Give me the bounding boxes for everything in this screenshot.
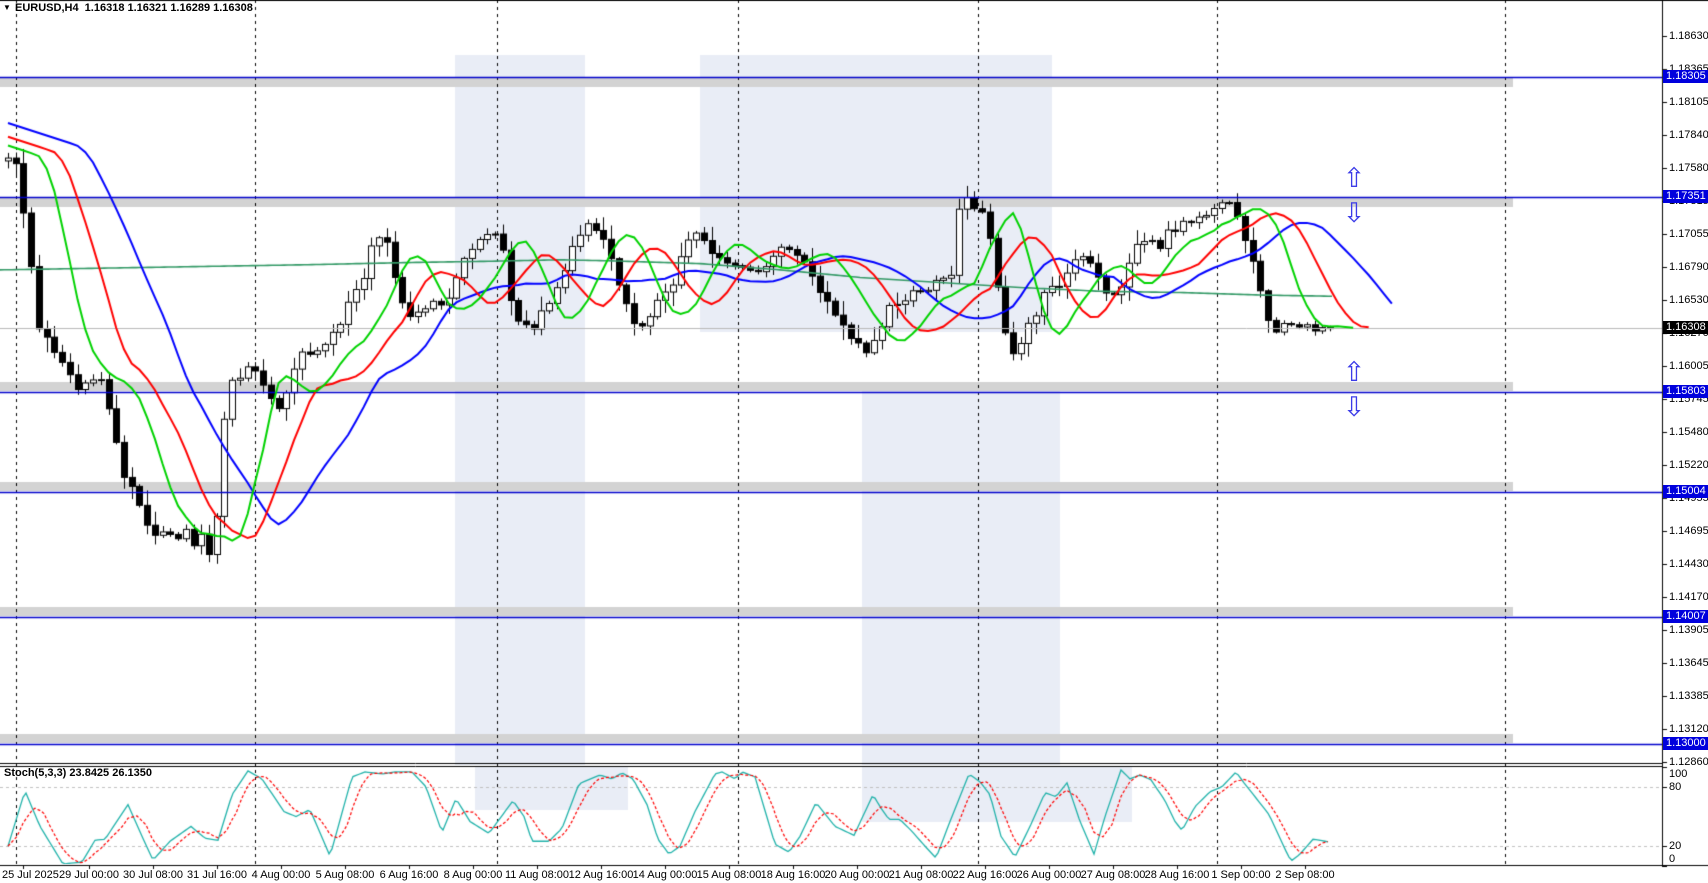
time-tick-label: 4 Aug 00:00 — [251, 869, 311, 881]
stoch-scale-label: 100 — [1669, 768, 1688, 780]
stochastic-indicator-label: Stoch(5,3,3) 23.8425 26.1350 — [4, 767, 152, 779]
price-tick-label: 1.18105 — [1669, 96, 1708, 108]
price-tick-label: 1.13905 — [1669, 624, 1708, 636]
time-tick-label: 2 Sep 08:00 — [1275, 869, 1335, 881]
stoch-scale-label: 20 — [1669, 840, 1682, 852]
time-tick-label: 28 Aug 16:00 — [1144, 869, 1210, 881]
sr-price-label: 1.14007 — [1663, 610, 1708, 623]
price-tick-label: 1.13645 — [1669, 657, 1708, 669]
stoch-scale-label: 80 — [1669, 781, 1682, 793]
time-tick-label: 11 Aug 08:00 — [504, 869, 570, 881]
price-tick-label: 1.14695 — [1669, 525, 1708, 537]
price-tick-label: 1.17580 — [1669, 162, 1708, 174]
time-tick-label: 31 Jul 16:00 — [187, 869, 247, 881]
price-tick-label: 1.14170 — [1669, 591, 1708, 603]
price-tick-label: 1.16790 — [1669, 261, 1708, 273]
symbol-dropdown-icon[interactable]: ▼ — [3, 3, 11, 12]
price-tick-label: 1.17055 — [1669, 228, 1708, 240]
price-tick-label: 1.17840 — [1669, 129, 1708, 141]
trend-arrow-up-icon[interactable]: ⇧ — [1342, 163, 1366, 194]
price-tick-label: 1.18630 — [1669, 30, 1708, 42]
price-tick-label: 1.13120 — [1669, 723, 1708, 735]
time-tick-label: 15 Aug 08:00 — [696, 869, 762, 881]
time-tick-label: 27 Aug 08:00 — [1080, 869, 1146, 881]
sr-price-label: 1.18305 — [1663, 70, 1708, 83]
price-tick-label: 1.13385 — [1669, 690, 1708, 702]
price-tick-label: 1.12860 — [1669, 756, 1708, 768]
price-tick-label: 1.15480 — [1669, 426, 1708, 438]
time-tick-label: 18 Aug 16:00 — [760, 869, 826, 881]
time-tick-label: 25 Jul 2025 — [2, 869, 59, 881]
trend-arrow-up-icon[interactable]: ⇧ — [1342, 357, 1366, 388]
time-tick-label: 20 Aug 00:00 — [824, 869, 890, 881]
chart-title-ohlc: EURUSD,H4 1.16318 1.16321 1.16289 1.1630… — [15, 2, 253, 14]
sr-price-label: 1.17351 — [1663, 190, 1708, 203]
price-tick-label: 1.14430 — [1669, 558, 1708, 570]
price-tick-label: 1.15220 — [1669, 459, 1708, 471]
time-tick-label: 1 Sep 00:00 — [1211, 869, 1271, 881]
time-tick-label: 22 Aug 16:00 — [952, 869, 1018, 881]
trend-arrow-down-icon[interactable]: ⇩ — [1342, 198, 1366, 229]
trend-arrow-down-icon[interactable]: ⇩ — [1342, 392, 1366, 423]
time-tick-label: 30 Jul 08:00 — [123, 869, 183, 881]
sr-price-label: 1.15803 — [1663, 385, 1708, 398]
stoch-scale-label: 0 — [1669, 853, 1676, 865]
price-tick-label: 1.16530 — [1669, 294, 1708, 306]
current-price-label: 1.16308 — [1663, 321, 1708, 334]
time-tick-label: 6 Aug 16:00 — [379, 869, 439, 881]
time-tick-label: 14 Aug 00:00 — [632, 869, 698, 881]
time-tick-label: 26 Aug 00:00 — [1016, 869, 1082, 881]
time-tick-label: 29 Jul 00:00 — [59, 869, 119, 881]
price-tick-label: 1.16005 — [1669, 360, 1708, 372]
sr-price-label: 1.15004 — [1663, 485, 1708, 498]
time-tick-label: 8 Aug 00:00 — [443, 869, 503, 881]
time-tick-label: 12 Aug 16:00 — [568, 869, 634, 881]
time-tick-label: 21 Aug 08:00 — [888, 869, 954, 881]
time-tick-label: 5 Aug 08:00 — [315, 869, 375, 881]
sr-price-label: 1.13000 — [1663, 737, 1708, 750]
